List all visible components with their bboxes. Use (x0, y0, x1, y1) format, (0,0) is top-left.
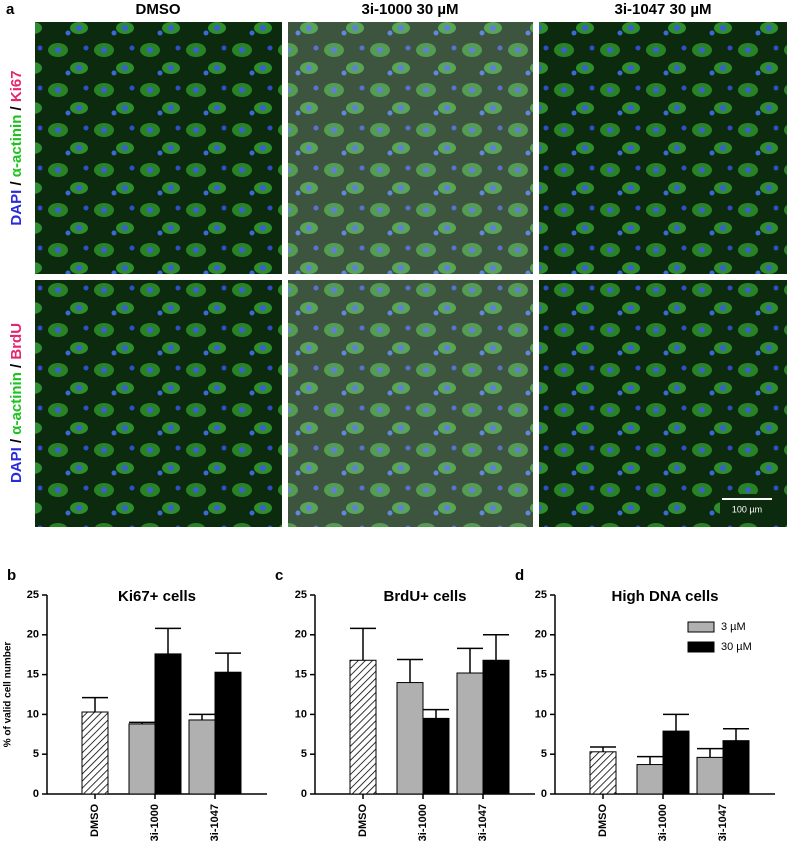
y-tick-label: 10 (535, 708, 547, 720)
y-tick-label: 5 (301, 748, 307, 760)
column-title: DMSO (136, 1, 181, 18)
error-bar (155, 627, 181, 654)
row-label: DAPI / α-actinin / BrdU (8, 323, 25, 483)
column-title: 3i-1000 30 µM (361, 1, 458, 18)
row-label-part: Ki67 (8, 70, 25, 102)
micrograph (35, 22, 282, 274)
panel-letter: a (6, 1, 15, 18)
bar (214, 671, 242, 795)
error-bar (457, 647, 483, 674)
error-bar (82, 696, 108, 713)
y-tick-label: 15 (295, 669, 307, 681)
legend-swatch (687, 641, 715, 653)
y-tick-label: 20 (295, 629, 307, 641)
y-tick-label: 5 (33, 748, 39, 760)
error-bar (483, 634, 509, 661)
error-bar (189, 713, 215, 720)
bar (422, 717, 450, 795)
error-bar (215, 652, 241, 673)
x-tick-label: 3i-1047 (717, 804, 729, 841)
micrograph (539, 280, 787, 527)
x-tick-label: 3i-1000 (417, 804, 429, 841)
legend-swatch (687, 621, 715, 633)
scale-bar-label: 100 µm (732, 504, 762, 514)
error-bar (590, 746, 616, 752)
y-tick-label: 25 (27, 589, 39, 601)
y-tick-label: 20 (535, 629, 547, 641)
row-label: DAPI / α-actinin / Ki67 (8, 70, 25, 225)
panel-letter: d (515, 567, 524, 584)
y-tick-label: 20 (27, 629, 39, 641)
y-tick-label: 15 (27, 669, 39, 681)
error-bar (697, 747, 723, 758)
image-grid: 100 µm (35, 22, 787, 527)
row-label-part: / (8, 363, 25, 368)
bar (482, 659, 510, 795)
legend-label: 3 µM (721, 621, 746, 633)
chart-title: Ki67+ cells (118, 588, 196, 605)
bar (456, 672, 484, 795)
legend-label: 30 µM (721, 641, 752, 653)
error-bar (663, 713, 689, 732)
y-tick-label: 0 (33, 788, 39, 800)
error-bar (129, 721, 155, 724)
y-tick-label: 10 (27, 708, 39, 720)
x-tick-label: DMSO (89, 804, 101, 837)
y-tick-label: 15 (535, 669, 547, 681)
micrograph (288, 22, 533, 274)
x-tick-label: 3i-1000 (657, 804, 669, 841)
x-tick-label: DMSO (357, 804, 369, 837)
micrograph (35, 280, 282, 527)
chart-title: BrdU+ cells (384, 588, 467, 605)
y-tick-label: 0 (541, 788, 547, 800)
y-tick-label: 25 (535, 589, 547, 601)
bar (188, 719, 216, 795)
bar (154, 653, 182, 795)
error-bar (397, 658, 423, 683)
row-label-part: α-actinin (8, 372, 25, 435)
micrograph (539, 22, 787, 274)
error-bar (423, 708, 449, 719)
row-label-part: α-actinin (8, 115, 25, 178)
row-label-part: / (8, 438, 25, 443)
y-tick-label: 25 (295, 589, 307, 601)
bar (349, 659, 377, 795)
error-bar (350, 627, 376, 661)
bar (589, 751, 617, 795)
bar (722, 740, 750, 795)
x-tick-label: 3i-1000 (149, 804, 161, 841)
panel-letter: b (7, 567, 16, 584)
chart-title: High DNA cells (612, 588, 719, 605)
bar (81, 711, 109, 795)
error-bar (637, 755, 663, 765)
column-title: 3i-1047 30 µM (614, 1, 711, 18)
y-tick-label: 0 (301, 788, 307, 800)
y-axis-label: % of valid cell number (3, 642, 14, 748)
bar (396, 682, 424, 795)
row-label-part: / (8, 105, 25, 110)
error-bar (723, 727, 749, 741)
x-tick-label: DMSO (597, 804, 609, 837)
x-tick-label: 3i-1047 (209, 804, 221, 841)
bar (128, 723, 156, 795)
bar (696, 756, 724, 795)
bar (636, 764, 664, 795)
micrograph (288, 280, 533, 527)
x-tick-label: 3i-1047 (477, 804, 489, 841)
row-label-part: BrdU (8, 323, 25, 360)
y-tick-label: 5 (541, 748, 547, 760)
panel-letter: c (275, 567, 283, 584)
y-tick-label: 10 (295, 708, 307, 720)
row-label-part: / (8, 181, 25, 186)
row-label-part: DAPI (8, 190, 25, 226)
row-label-part: DAPI (8, 447, 25, 483)
bar (662, 730, 690, 795)
